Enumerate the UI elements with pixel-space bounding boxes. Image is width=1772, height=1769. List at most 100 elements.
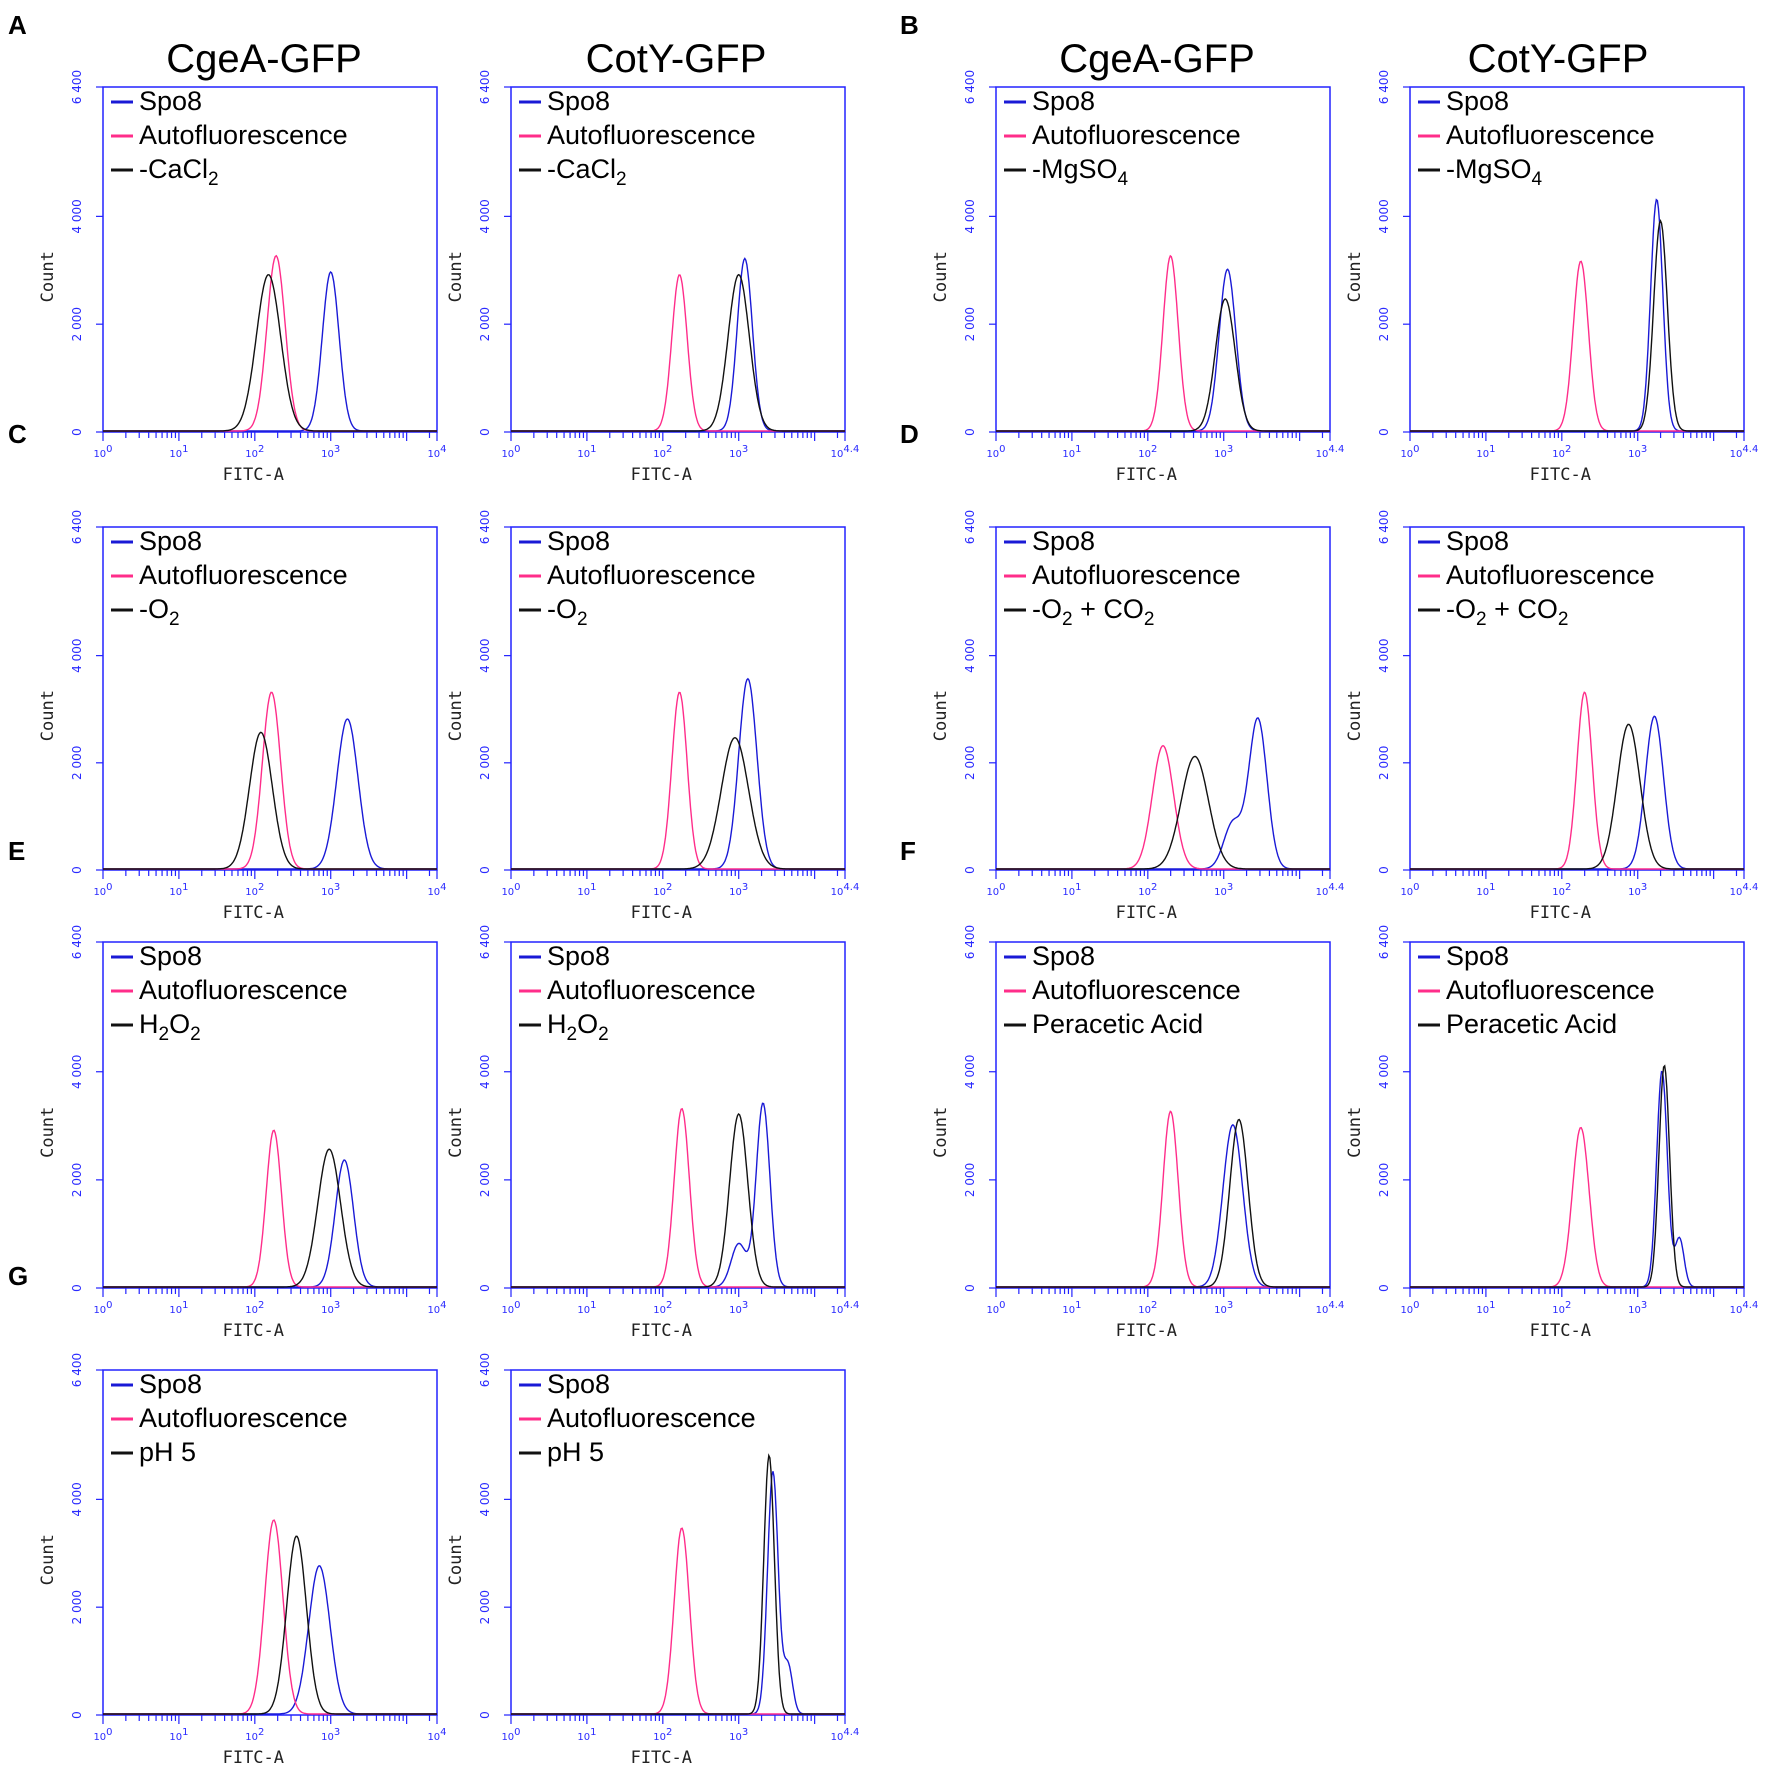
series-curves [996, 1110, 1330, 1288]
plot-frame [1409, 526, 1745, 871]
legend-label-auto: Autofluorescence [547, 975, 756, 1005]
column-title-cgea-right: CgeA-GFP [1059, 37, 1255, 81]
legend-label-spo8: Spo8 [139, 941, 202, 971]
chart-f-coty: 100 101 102 103 104.4 0 2 000 4 000 6 400 FITC-A C… [1345, 925, 1758, 1341]
x-tick-marks [102, 1288, 438, 1297]
series-curves [996, 254, 1330, 432]
legend-label-auto: Autofluorescence [1032, 120, 1241, 150]
y-tick-label: 4 000 [478, 1482, 492, 1516]
panel-label-a: A [8, 10, 27, 40]
x-tick-label: 101 [169, 1727, 188, 1743]
y-tick-label: 6 400 [1377, 510, 1391, 544]
plot-frame [1409, 941, 1745, 1289]
legend-label-treat: -MgSO4 [1446, 154, 1543, 190]
x-tick-marks [102, 432, 438, 441]
legend: Spo8 Autofluorescence -MgSO4 [1004, 86, 1241, 190]
chart-d-cgea: 100 101 102 103 104.4 0 2 000 4 000 6 400 FITC-A C… [931, 510, 1344, 923]
y-axis-label: Count [931, 690, 951, 741]
legend: Spo8 Autofluorescence H2O2 [111, 941, 348, 1045]
y-axis-label: Count [38, 1534, 58, 1585]
legend-label-auto: Autofluorescence [1446, 120, 1655, 150]
legend: Spo8 Autofluorescence -O2 [111, 526, 348, 630]
series-curves [1410, 198, 1744, 432]
y-tick-label: 4 000 [1377, 1055, 1391, 1089]
y-tick-label: 0 [478, 428, 492, 436]
legend-label-spo8: Spo8 [547, 1369, 610, 1399]
x-axis-label: FITC-A [1116, 903, 1177, 923]
legend-label-auto: Autofluorescence [139, 120, 348, 150]
series-line-autofluorescence [103, 1519, 437, 1715]
x-tick-label: 100 [501, 1727, 520, 1743]
x-tick-label: 102 [653, 1727, 672, 1743]
x-tick-label: 100 [501, 1300, 520, 1316]
legend-label-auto: Autofluorescence [547, 560, 756, 590]
x-tick-marks [1409, 1288, 1745, 1297]
legend-label-treat: -CaCl2 [139, 154, 219, 190]
x-tick-marks [995, 1288, 1331, 1297]
y-tick-label: 0 [478, 1284, 492, 1292]
y-tick-label: 4 000 [70, 638, 84, 672]
legend-label-spo8: Spo8 [1446, 86, 1509, 116]
x-tick-marks [1409, 870, 1745, 879]
series-line-autofluorescence [1410, 260, 1744, 432]
x-tick-label: 100 [1400, 1300, 1419, 1316]
y-tick-label: 4 000 [963, 1055, 977, 1089]
x-tick-label: 101 [1476, 444, 1495, 460]
x-tick-label: 101 [169, 882, 188, 898]
y-tick-label: 0 [478, 866, 492, 874]
column-title-cgea-left: CgeA-GFP [166, 37, 362, 81]
x-tick-label: 103 [729, 882, 748, 898]
x-tick-label: 103 [729, 1300, 748, 1316]
y-axis-label: Count [1345, 1107, 1365, 1158]
y-tick-label: 4 000 [70, 1055, 84, 1089]
chart-b-cgea: 100 101 102 103 104.4 0 2 000 4 000 6 400 FITC-A C… [931, 70, 1344, 485]
x-axis-label: FITC-A [223, 1321, 284, 1341]
legend: Spo8 Autofluorescence -O2 [519, 526, 756, 630]
series-line-treatment [996, 755, 1330, 870]
series-line-spo8 [511, 677, 845, 870]
series-curves [1410, 691, 1744, 870]
x-axis-label: FITC-A [1116, 465, 1177, 485]
series-line-treatment [511, 737, 845, 870]
legend-label-spo8: Spo8 [139, 1369, 202, 1399]
plot-frame [1409, 86, 1745, 433]
y-tick-label: 4 000 [478, 199, 492, 233]
legend-label-auto: Autofluorescence [1032, 560, 1241, 590]
y-tick-label: 6 400 [70, 510, 84, 544]
series-line-autofluorescence [103, 254, 437, 432]
legend-label-auto: Autofluorescence [547, 1403, 756, 1433]
x-tick-label: 101 [577, 1300, 596, 1316]
series-line-treatment [511, 1112, 845, 1288]
legend: Spo8 Autofluorescence H2O2 [519, 941, 756, 1045]
y-tick-label: 2 000 [70, 307, 84, 341]
x-tick-label: 101 [169, 444, 188, 460]
legend: Spo8 Autofluorescence -O2 + CO2 [1418, 526, 1655, 630]
legend-label-auto: Autofluorescence [139, 975, 348, 1005]
series-line-treatment [103, 731, 437, 870]
plot-frame [102, 86, 438, 433]
histogram-panels: 100 101 102 103 104 0 2 000 4 000 6 400 FITC-A Cou… [38, 70, 1758, 1768]
y-tick-label: 6 400 [70, 1353, 84, 1387]
x-tick-label: 102 [1138, 1300, 1157, 1316]
x-tick-label: 100 [93, 1300, 112, 1316]
y-tick-label: 6 400 [70, 70, 84, 104]
legend-label-treat: pH 5 [547, 1437, 604, 1467]
y-tick-label: 4 000 [70, 1482, 84, 1516]
series-curves [511, 1102, 845, 1288]
plot-frame [510, 1369, 846, 1716]
x-tick-label: 104 [427, 882, 446, 898]
y-tick-label: 6 400 [1377, 925, 1391, 959]
series-line-treatment [1410, 1064, 1744, 1288]
y-tick-label: 2 000 [70, 1590, 84, 1624]
y-tick-label: 0 [70, 866, 84, 874]
x-tick-label: 102 [653, 444, 672, 460]
legend-label-treat: -O2 + CO2 [1446, 594, 1568, 630]
x-tick-label: 104.4 [1316, 1300, 1345, 1316]
y-tick-label: 2 000 [478, 1590, 492, 1624]
x-tick-label: 101 [577, 1727, 596, 1743]
series-line-autofluorescence [996, 254, 1330, 432]
chart-e-cgea: 100 101 102 103 104 0 2 000 4 000 6 400 FITC-A Cou… [38, 925, 447, 1341]
legend-label-auto: Autofluorescence [547, 120, 756, 150]
x-tick-label: 102 [1138, 882, 1157, 898]
y-axis-label: Count [38, 690, 58, 741]
